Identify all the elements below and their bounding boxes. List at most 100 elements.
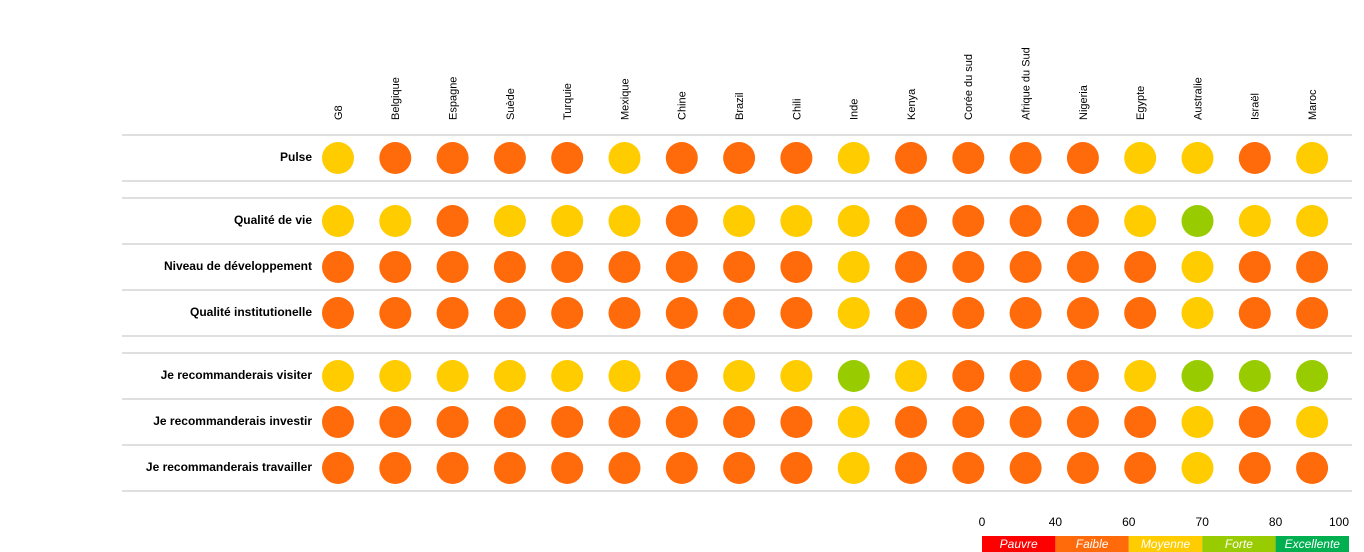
- rating-dot: [952, 297, 985, 329]
- rating-dot: [1066, 297, 1099, 329]
- rating-dot: [436, 406, 469, 438]
- rating-dot: [1066, 452, 1099, 484]
- rating-dot: [952, 251, 985, 283]
- rating-dot: [608, 360, 641, 392]
- rating-dot: [493, 297, 526, 329]
- legend-band-label: Excellente: [1285, 537, 1341, 551]
- rating-dot: [665, 205, 698, 237]
- rating-dot: [837, 142, 870, 174]
- rating-dot: [780, 452, 813, 484]
- column-label: Kenya: [906, 88, 918, 120]
- rating-dot: [322, 452, 354, 484]
- rating-dot: [837, 452, 870, 484]
- rating-dot: [952, 205, 985, 237]
- rating-dot: [1238, 406, 1271, 438]
- rating-dot: [436, 205, 469, 237]
- rating-dot: [379, 205, 412, 237]
- row-label: Qualité institutionelle: [190, 305, 312, 319]
- column-label: Afrique du Sud: [1021, 47, 1033, 120]
- rating-dot: [895, 297, 927, 329]
- rating-dot: [436, 142, 469, 174]
- rating-dot: [780, 205, 813, 237]
- rating-dot: [723, 297, 756, 329]
- column-label: Espagne: [448, 77, 460, 120]
- legend-tick: 0: [979, 515, 986, 529]
- rating-dot: [1181, 142, 1214, 174]
- rating-dot: [723, 360, 756, 392]
- rating-dot: [780, 297, 813, 329]
- rating-dot: [1296, 142, 1329, 174]
- rating-dot: [1181, 297, 1214, 329]
- rating-dot: [723, 205, 756, 237]
- rating-dot: [1181, 452, 1214, 484]
- legend-tick: 40: [1049, 515, 1063, 529]
- rating-dot: [1181, 251, 1214, 283]
- row-label: Niveau de développement: [164, 259, 312, 273]
- rating-dot: [952, 452, 985, 484]
- column-label: Chili: [791, 99, 803, 120]
- rating-dot: [780, 360, 813, 392]
- column-label: Maroc: [1307, 89, 1319, 120]
- column-label: Australie: [1192, 77, 1204, 120]
- rating-dot: [780, 406, 813, 438]
- rating-dot: [1009, 406, 1042, 438]
- rating-dot: [1009, 142, 1042, 174]
- rating-dot: [1238, 360, 1271, 392]
- rating-dot: [1124, 251, 1157, 283]
- rating-dot: [379, 452, 412, 484]
- rating-dot: [608, 297, 641, 329]
- rating-dot: [1009, 297, 1042, 329]
- column-label: Brazil: [734, 92, 746, 120]
- rating-dot: [780, 251, 813, 283]
- rating-dot: [1296, 406, 1329, 438]
- rating-dot: [551, 251, 584, 283]
- rating-dot: [322, 360, 354, 392]
- column-label: G8: [333, 105, 345, 120]
- rating-dot: [322, 251, 354, 283]
- rating-dot: [723, 452, 756, 484]
- rating-dot: [608, 406, 641, 438]
- rating-dot: [436, 297, 469, 329]
- rating-dot: [608, 142, 641, 174]
- column-label: Nigeria: [1078, 84, 1090, 120]
- legend-tick: 70: [1196, 515, 1210, 529]
- rating-dot: [1296, 297, 1329, 329]
- rating-dot: [952, 142, 985, 174]
- rating-dot: [1181, 360, 1214, 392]
- rating-dot: [322, 142, 354, 174]
- legend-band: [982, 536, 1056, 552]
- rating-dot: [665, 297, 698, 329]
- rating-dot: [1181, 406, 1214, 438]
- rating-dot: [1066, 360, 1099, 392]
- column-label: Belgique: [390, 77, 402, 120]
- column-label: Mexique: [619, 78, 631, 120]
- rating-dot: [723, 142, 756, 174]
- rating-dot: [551, 360, 584, 392]
- rating-dot: [837, 205, 870, 237]
- rating-dot: [608, 452, 641, 484]
- rating-dot: [952, 360, 985, 392]
- rating-dot: [551, 205, 584, 237]
- rating-dot: [1181, 205, 1214, 237]
- rating-dot: [1009, 360, 1042, 392]
- legend-band: [1055, 536, 1129, 552]
- row-label: Qualité de vie: [234, 213, 312, 227]
- row-label: Pulse: [280, 150, 312, 164]
- rating-dot: [1009, 205, 1042, 237]
- legend-tick: 80: [1269, 515, 1283, 529]
- rating-dot: [379, 251, 412, 283]
- rating-dot: [665, 251, 698, 283]
- rating-dot: [1296, 251, 1329, 283]
- rating-dot: [322, 297, 354, 329]
- rating-dot: [1238, 142, 1271, 174]
- rating-dot: [1238, 205, 1271, 237]
- rating-dot: [379, 142, 412, 174]
- rating-dot: [551, 452, 584, 484]
- rating-dot: [551, 406, 584, 438]
- rating-dot: [952, 406, 985, 438]
- legend-band: [1128, 536, 1203, 552]
- column-label: Inde: [849, 99, 861, 120]
- rating-dot: [665, 406, 698, 438]
- rating-dot: [493, 406, 526, 438]
- rating-dot: [723, 251, 756, 283]
